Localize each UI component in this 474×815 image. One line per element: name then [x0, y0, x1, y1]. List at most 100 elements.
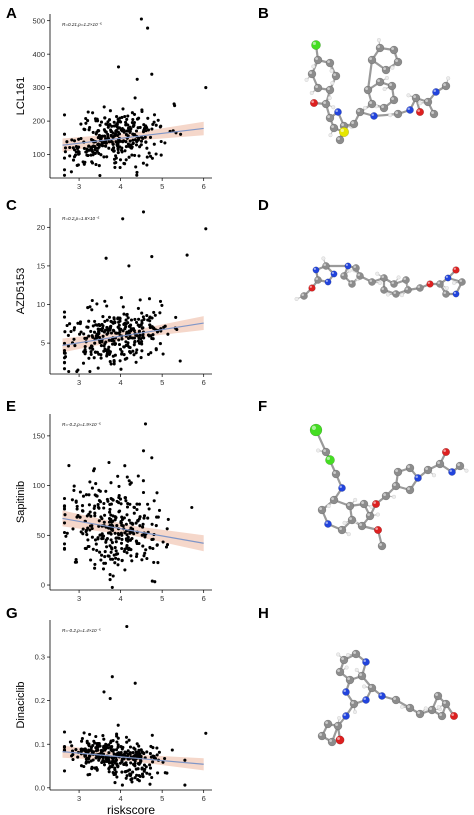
data-point [170, 748, 174, 752]
data-point [106, 746, 110, 750]
carbon-atom [391, 695, 401, 705]
hydrogen-atom [363, 105, 368, 110]
data-point [86, 526, 90, 530]
x-tick-label: 4 [119, 182, 123, 191]
data-point [127, 264, 131, 268]
atom-highlight [357, 109, 360, 112]
oxygen-atom [335, 735, 345, 745]
data-point [156, 515, 160, 519]
data-point [135, 170, 139, 174]
data-point [117, 510, 121, 514]
hydrogen-atom [444, 286, 449, 291]
data-point [143, 422, 148, 426]
data-point [104, 141, 108, 145]
carbon-atom [307, 69, 317, 79]
x-tick-label: 3 [77, 182, 81, 191]
data-point [103, 116, 107, 120]
nitrogen-atom [362, 696, 370, 704]
hydrogen-atom [326, 504, 331, 509]
data-point [131, 141, 135, 145]
data-point [65, 531, 69, 535]
carbon-atom [321, 447, 331, 457]
data-point [62, 156, 67, 160]
data-point [141, 333, 145, 337]
atom-highlight [347, 503, 350, 506]
data-point [124, 132, 128, 137]
hydrogen-atom [328, 133, 333, 138]
data-point [124, 120, 128, 124]
data-point [62, 367, 67, 371]
hydrogen-atom [337, 716, 342, 721]
data-point [135, 348, 139, 352]
data-point [70, 498, 74, 502]
data-point [78, 490, 82, 494]
carbon-atom [380, 286, 388, 294]
data-point [91, 324, 95, 328]
data-point [123, 531, 127, 535]
data-point [138, 145, 142, 149]
data-point [120, 515, 124, 519]
data-point [148, 323, 152, 327]
data-point [68, 154, 72, 158]
data-point [108, 578, 112, 582]
carbon-atom [335, 667, 345, 677]
data-point [101, 324, 105, 328]
data-point [114, 540, 118, 544]
data-point [107, 554, 111, 558]
data-point [109, 362, 113, 366]
data-point [71, 146, 75, 150]
data-point [148, 752, 152, 756]
data-point [102, 737, 106, 741]
data-point [110, 523, 114, 527]
data-point [96, 505, 100, 509]
carbon-atom [365, 511, 375, 521]
data-point [114, 132, 118, 136]
data-point [147, 507, 151, 511]
atom-highlight [331, 125, 334, 128]
data-point [150, 733, 154, 737]
correlation-annotation: R=-0.2,p=1.4×10⁻⁵ [62, 628, 101, 633]
data-point [114, 160, 118, 165]
data-point [63, 146, 68, 150]
data-point [77, 137, 81, 141]
data-point [140, 766, 144, 770]
atom-highlight [417, 711, 420, 714]
data-point [151, 546, 155, 551]
data-point [99, 750, 104, 754]
data-point [115, 740, 119, 744]
data-point [146, 318, 150, 322]
data-point [117, 342, 122, 347]
hydrogen-atom [321, 256, 326, 261]
oxygen-atom [449, 711, 459, 721]
data-point [116, 148, 120, 152]
data-point [144, 765, 148, 769]
carbon-atom [322, 262, 330, 270]
data-point [72, 337, 76, 341]
data-point [88, 510, 92, 514]
x-tick-label: 5 [160, 794, 164, 803]
data-point [141, 161, 145, 165]
data-point [76, 368, 80, 372]
data-point [137, 762, 141, 766]
nitrogen-atom [444, 274, 452, 282]
nitrogen-atom [362, 658, 370, 666]
data-point [93, 511, 97, 515]
carbon-atom [325, 85, 335, 95]
data-point [112, 120, 116, 124]
atom-highlight [337, 137, 340, 141]
data-point [113, 546, 117, 550]
nitrogen-atom [432, 88, 440, 96]
nitrogen-atom [344, 262, 352, 270]
trend-line [62, 751, 204, 765]
data-point [71, 753, 75, 757]
atom-highlight [315, 277, 318, 280]
data-point [88, 528, 92, 532]
data-point [117, 126, 122, 130]
atom-highlight [327, 60, 330, 63]
data-point [98, 489, 102, 493]
data-point [119, 502, 123, 506]
data-point [120, 745, 124, 749]
data-point [122, 345, 126, 349]
data-point [132, 112, 137, 116]
